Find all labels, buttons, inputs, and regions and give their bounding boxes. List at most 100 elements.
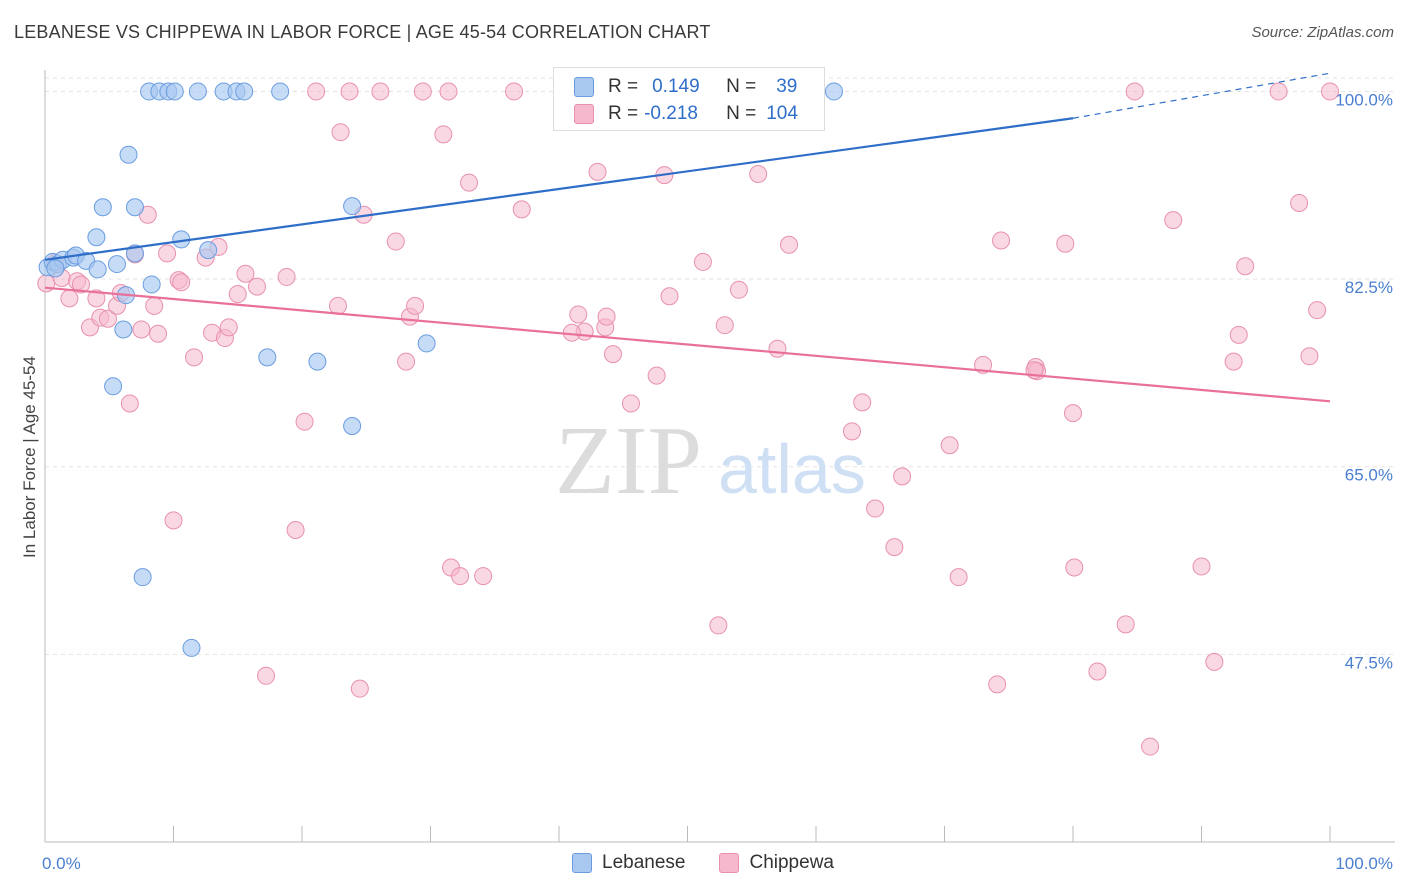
lebanese-point (343, 197, 362, 216)
r-value: -0.218 (644, 103, 698, 124)
legend-label: Chippewa (749, 852, 834, 873)
chippewa-point (1236, 257, 1255, 276)
chippewa-point (1192, 557, 1211, 576)
chippewa-point (842, 422, 861, 441)
n-value: 39 (776, 76, 798, 97)
lebanese-point (165, 82, 184, 101)
n-value: 104 (766, 103, 798, 124)
lebanese-point (104, 377, 123, 396)
lebanese-point (133, 568, 152, 587)
chippewa-point (949, 568, 968, 587)
chippewa-point (749, 165, 768, 184)
chippewa-point (693, 252, 712, 271)
legend-row-lebanese: R = 0.149 N = 39 (574, 74, 797, 100)
chippewa-point (451, 567, 470, 586)
chippewa-point (228, 285, 247, 304)
chippewa-point (1088, 662, 1107, 681)
chippewa-point (1205, 652, 1224, 671)
chippewa-point (1269, 82, 1288, 101)
r-label: R = (608, 76, 639, 97)
chippewa-point (597, 307, 616, 326)
chippewa-point (277, 267, 296, 286)
n-label: N = (726, 103, 757, 124)
lebanese-trend-line (44, 117, 1074, 261)
lebanese-point (93, 198, 112, 217)
legend-item-chippewa[interactable]: Chippewa (719, 852, 834, 874)
chippewa-point (780, 235, 799, 254)
lebanese-point (271, 82, 290, 101)
x-tick-label: 100.0% (1335, 854, 1393, 873)
chippewa-point (853, 393, 872, 412)
chippewa-point (286, 520, 305, 539)
y-tick-label: 47.5% (1345, 653, 1393, 672)
chippewa-point (621, 394, 640, 413)
legend-item-lebanese[interactable]: Lebanese (572, 852, 685, 874)
chippewa-point (371, 82, 390, 101)
n-label: N = (726, 76, 757, 97)
chippewa-point (60, 289, 79, 308)
chippewa-point (397, 352, 416, 371)
chippewa-point (1300, 347, 1319, 366)
chippewa-point (331, 123, 350, 142)
y-tick-label: 100.0% (1335, 90, 1393, 109)
lebanese-trend-extension (1072, 72, 1331, 119)
lebanese-point (417, 334, 436, 353)
lebanese-swatch (572, 853, 593, 873)
lebanese-point (343, 416, 362, 435)
source-note: Source: ZipAtlas.com (1251, 24, 1394, 41)
chippewa-point (248, 277, 267, 296)
chippewa-point (460, 173, 479, 192)
chippewa-point (974, 355, 993, 374)
lebanese-point (119, 145, 138, 164)
lebanese-point (46, 259, 65, 278)
lebanese-point (88, 260, 107, 279)
chippewa-point (1290, 193, 1309, 212)
lebanese-point (182, 638, 201, 657)
chippewa-point (434, 125, 453, 144)
chippewa-point (988, 675, 1007, 694)
chippewa-point (768, 339, 787, 358)
chippewa-point (1308, 301, 1327, 320)
chippewa-point (1229, 325, 1248, 344)
chippewa-point (709, 616, 728, 635)
chippewa-point (505, 82, 524, 101)
lebanese-point (199, 241, 218, 260)
chippewa-point (1141, 737, 1160, 756)
chippewa-point (185, 348, 204, 367)
chippewa-point (386, 232, 405, 251)
chippewa-point (413, 82, 432, 101)
chippewa-point (474, 567, 493, 586)
chippewa-point (885, 538, 904, 557)
chippewa-point (1056, 234, 1075, 253)
lebanese-point (114, 320, 133, 339)
chippewa-point (295, 412, 314, 431)
lebanese-point (125, 198, 144, 217)
chippewa-point (1224, 352, 1243, 371)
chippewa-point (164, 511, 183, 530)
chippewa-point (512, 200, 531, 219)
chippewa-point (588, 162, 607, 181)
series-legend: Lebanese Chippewa (0, 852, 1406, 874)
chippewa-point (120, 394, 139, 413)
lebanese-swatch (574, 77, 594, 97)
chippewa-point (1321, 82, 1339, 101)
chippewa-point (729, 280, 748, 299)
chippewa-point (647, 366, 666, 385)
chippewa-point (660, 287, 679, 306)
lebanese-point (188, 82, 207, 101)
lebanese-point (107, 255, 126, 274)
chippewa-point (940, 436, 959, 455)
y-tick-label: 82.5% (1345, 278, 1393, 297)
lebanese-point (824, 82, 843, 101)
watermark-atlas: atlas (718, 430, 866, 508)
chippewa-point (257, 666, 276, 685)
chippewa-trend-line (44, 286, 1331, 403)
watermark-zip: ZIP (555, 407, 702, 515)
chippewa-point (1125, 82, 1144, 101)
chippewa-swatch (719, 853, 740, 873)
chippewa-point (307, 82, 326, 101)
chippewa-point (149, 324, 168, 343)
chippewa-point (98, 309, 117, 328)
lebanese-point (125, 244, 144, 263)
chippewa-point (866, 499, 885, 518)
